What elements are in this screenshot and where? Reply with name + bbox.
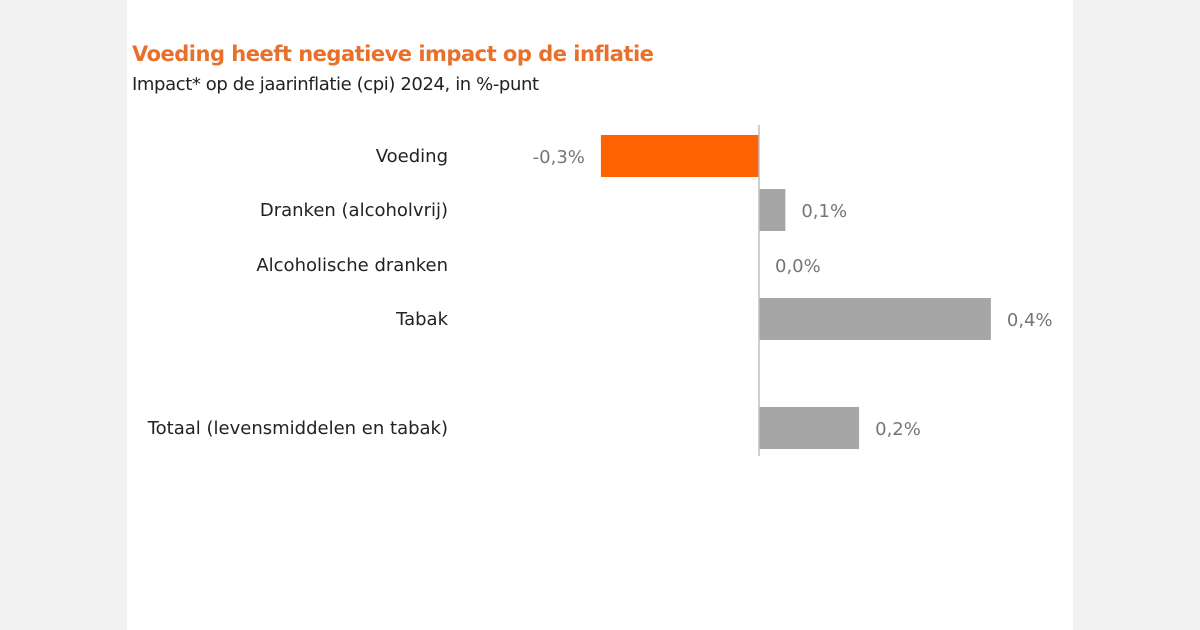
data-label: 0,1%	[801, 201, 847, 222]
data-label: 0,0%	[775, 256, 821, 277]
data-label: 0,2%	[875, 419, 921, 440]
bar-0	[600, 135, 759, 177]
bar-4	[759, 407, 860, 449]
chart-title: Voeding heeft negatieve impact op de inf…	[132, 42, 654, 66]
data-label: 0,4%	[1007, 310, 1053, 331]
data-label: -0,3%	[533, 147, 585, 168]
category-label: Voeding	[376, 146, 448, 167]
category-label: Dranken (alcoholvrij)	[260, 200, 448, 221]
category-label: Tabak	[395, 309, 449, 330]
category-label: Alcoholische dranken	[256, 255, 448, 276]
category-label: Totaal (levensmiddelen en tabak)	[147, 418, 448, 439]
bar-3	[759, 298, 991, 340]
bar-1	[759, 189, 786, 231]
chart-subtitle: Impact* op de jaarinflatie (cpi) 2024, i…	[132, 74, 539, 95]
